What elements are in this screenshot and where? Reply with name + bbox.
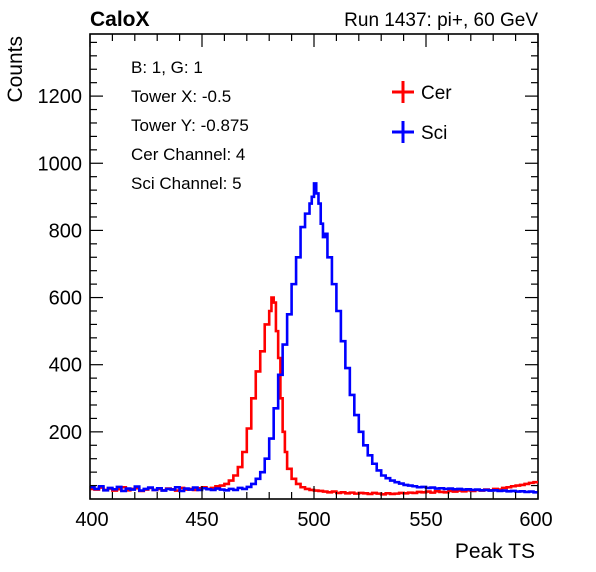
y-tick-label-200: 200	[49, 422, 82, 444]
x-tick-label-500: 500	[297, 509, 330, 531]
legend-marker-sci	[392, 121, 414, 143]
legend-marker-cer	[392, 81, 414, 103]
info-cer-channel: Cer Channel: 4	[131, 145, 245, 164]
series-layer	[90, 182, 538, 496]
series-cer-line	[90, 296, 538, 496]
run-info: Run 1437: pi+, 60 GeV	[344, 10, 538, 31]
y-tick-label-800: 800	[49, 220, 82, 242]
y-tick-label-1200: 1200	[38, 86, 83, 108]
legend-label-sci: Sci	[421, 123, 447, 144]
y-tick-label-1000: 1000	[38, 153, 83, 175]
info-block: B: 1, G: 1 Tower X: -0.5 Tower Y: -0.875…	[131, 58, 249, 193]
info-tower-y: Tower Y: -0.875	[131, 116, 249, 135]
calox-label: CaloX	[90, 8, 150, 31]
x-axis-label: Peak TS	[455, 540, 535, 563]
series-sci-line	[90, 182, 538, 494]
x-tick-label-600: 600	[519, 509, 552, 531]
info-board-gain: B: 1, G: 1	[131, 58, 203, 77]
y-axis-label: Counts	[4, 36, 27, 103]
axis-ticks	[89, 34, 539, 499]
info-tower-x: Tower X: -0.5	[131, 87, 231, 106]
y-tick-label-600: 600	[49, 288, 82, 310]
y-tick-label-400: 400	[49, 355, 82, 377]
legend: Cer Sci	[392, 81, 452, 144]
info-sci-channel: Sci Channel: 5	[131, 174, 242, 193]
x-tick-label-400: 400	[75, 509, 108, 531]
x-tick-label-550: 550	[409, 509, 442, 531]
y-tick-labels: 200 400 600 800 1000 1200	[38, 86, 83, 444]
legend-label-cer: Cer	[421, 83, 452, 104]
x-tick-labels: 400 450 500 550 600	[75, 509, 552, 531]
x-tick-label-450: 450	[185, 509, 218, 531]
